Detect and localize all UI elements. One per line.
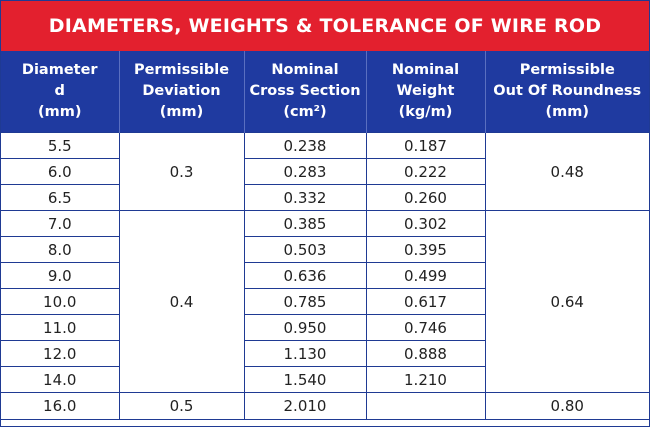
cell-cross-section: 0.503	[243, 236, 367, 263]
cell-weight: 0.222	[365, 158, 485, 185]
table-header-row: Diameter d (mm) Permissible Deviation (m…	[1, 51, 649, 133]
cell-weight	[365, 392, 486, 420]
table-row: 7.0 0.4 0.385 0.302 0.64	[1, 210, 649, 393]
header-cross-section-line-1: Nominal	[271, 62, 339, 78]
header-deviation-line-2: Deviation	[142, 83, 221, 99]
header-weight-line-2: Weight	[396, 83, 455, 99]
header-roundness-line-1: Permissible	[519, 62, 615, 78]
cell-cross-section: 0.332	[243, 184, 367, 211]
cell-deviation: 0.5	[118, 392, 245, 420]
header-diameter-line-2: d	[54, 83, 65, 99]
header-diameter-line-3: (mm)	[38, 104, 82, 120]
cell-cross-section: 0.950	[243, 314, 367, 341]
cell-weight: 0.888	[365, 340, 485, 367]
table-row: 5.5 0.3 0.238 0.187 0.48	[1, 132, 649, 211]
cell-roundness: 0.48	[484, 132, 649, 211]
cell-cross-section: 0.283	[243, 158, 367, 185]
header-cross-section-line-2: Cross Section	[249, 83, 361, 99]
wire-rod-table: Diameter d (mm) Permissible Deviation (m…	[1, 51, 649, 420]
table-row: 12.0 1.130 0.888	[1, 340, 649, 367]
cell-diameter: 9.0	[1, 262, 120, 289]
cell-cross-section: 0.238	[243, 132, 367, 159]
cell-diameter: 6.5	[1, 184, 120, 211]
cell-diameter: 11.0	[1, 314, 120, 341]
table-row: 16.0 0.5 2.010 0.80	[1, 392, 649, 420]
cell-cross-section: 2.010	[243, 392, 367, 420]
cell-cross-section: 1.130	[243, 340, 367, 367]
header-roundness-line-3: (mm)	[545, 104, 589, 120]
cell-cross-section: 0.636	[243, 262, 367, 289]
header-deviation: Permissible Deviation (mm)	[118, 51, 245, 133]
cell-roundness: 0.80	[484, 392, 649, 420]
cell-deviation: 0.3	[118, 132, 245, 211]
cell-diameter: 8.0	[1, 236, 120, 263]
header-weight-line-3: (kg/m)	[398, 104, 453, 120]
cell-weight: 0.746	[365, 314, 485, 341]
cell-roundness: 0.64	[484, 210, 649, 393]
header-roundness: Permissible Out Of Roundness (mm)	[484, 51, 649, 133]
cell-cross-section: 1.540	[243, 366, 367, 393]
cell-weight: 0.617	[365, 288, 485, 315]
table-row: 6.0 0.283 0.222	[1, 158, 649, 185]
header-diameter: Diameter d (mm)	[1, 51, 120, 133]
cell-diameter: 14.0	[1, 366, 120, 393]
table-title: DIAMETERS, WEIGHTS & TOLERANCE OF WIRE R…	[1, 1, 649, 51]
cell-cross-section: 0.385	[243, 210, 367, 237]
cell-weight: 0.302	[365, 210, 486, 237]
table-row: 6.5 0.332 0.260	[1, 184, 649, 211]
header-deviation-line-1: Permissible	[133, 62, 230, 78]
cell-diameter: 12.0	[1, 340, 120, 367]
table-row: 9.0 0.636 0.499	[1, 262, 649, 289]
header-cross-section: Nominal Cross Section (cm²)	[243, 51, 367, 133]
cell-weight: 0.395	[365, 236, 485, 263]
header-weight: Nominal Weight (kg/m)	[365, 51, 486, 133]
header-deviation-line-3: (mm)	[159, 104, 204, 120]
cell-diameter: 7.0	[1, 210, 120, 237]
cell-weight: 0.260	[365, 184, 485, 211]
cell-weight: 1.210	[365, 366, 485, 393]
cell-deviation: 0.4	[118, 210, 245, 393]
cell-weight: 0.499	[365, 262, 485, 289]
cell-diameter: 10.0	[1, 288, 120, 315]
header-cross-section-line-3: (cm²)	[283, 104, 327, 120]
header-roundness-line-2: Out Of Roundness	[493, 83, 642, 99]
header-diameter-line-1: Diameter	[21, 62, 98, 78]
cell-diameter: 6.0	[1, 158, 120, 185]
header-weight-line-1: Nominal	[391, 62, 460, 78]
cell-diameter: 16.0	[1, 392, 120, 420]
cell-cross-section: 0.785	[243, 288, 367, 315]
cell-weight: 0.187	[365, 132, 486, 159]
cell-diameter: 5.5	[1, 132, 120, 159]
table-row: 14.0 1.540 1.210	[1, 366, 649, 393]
